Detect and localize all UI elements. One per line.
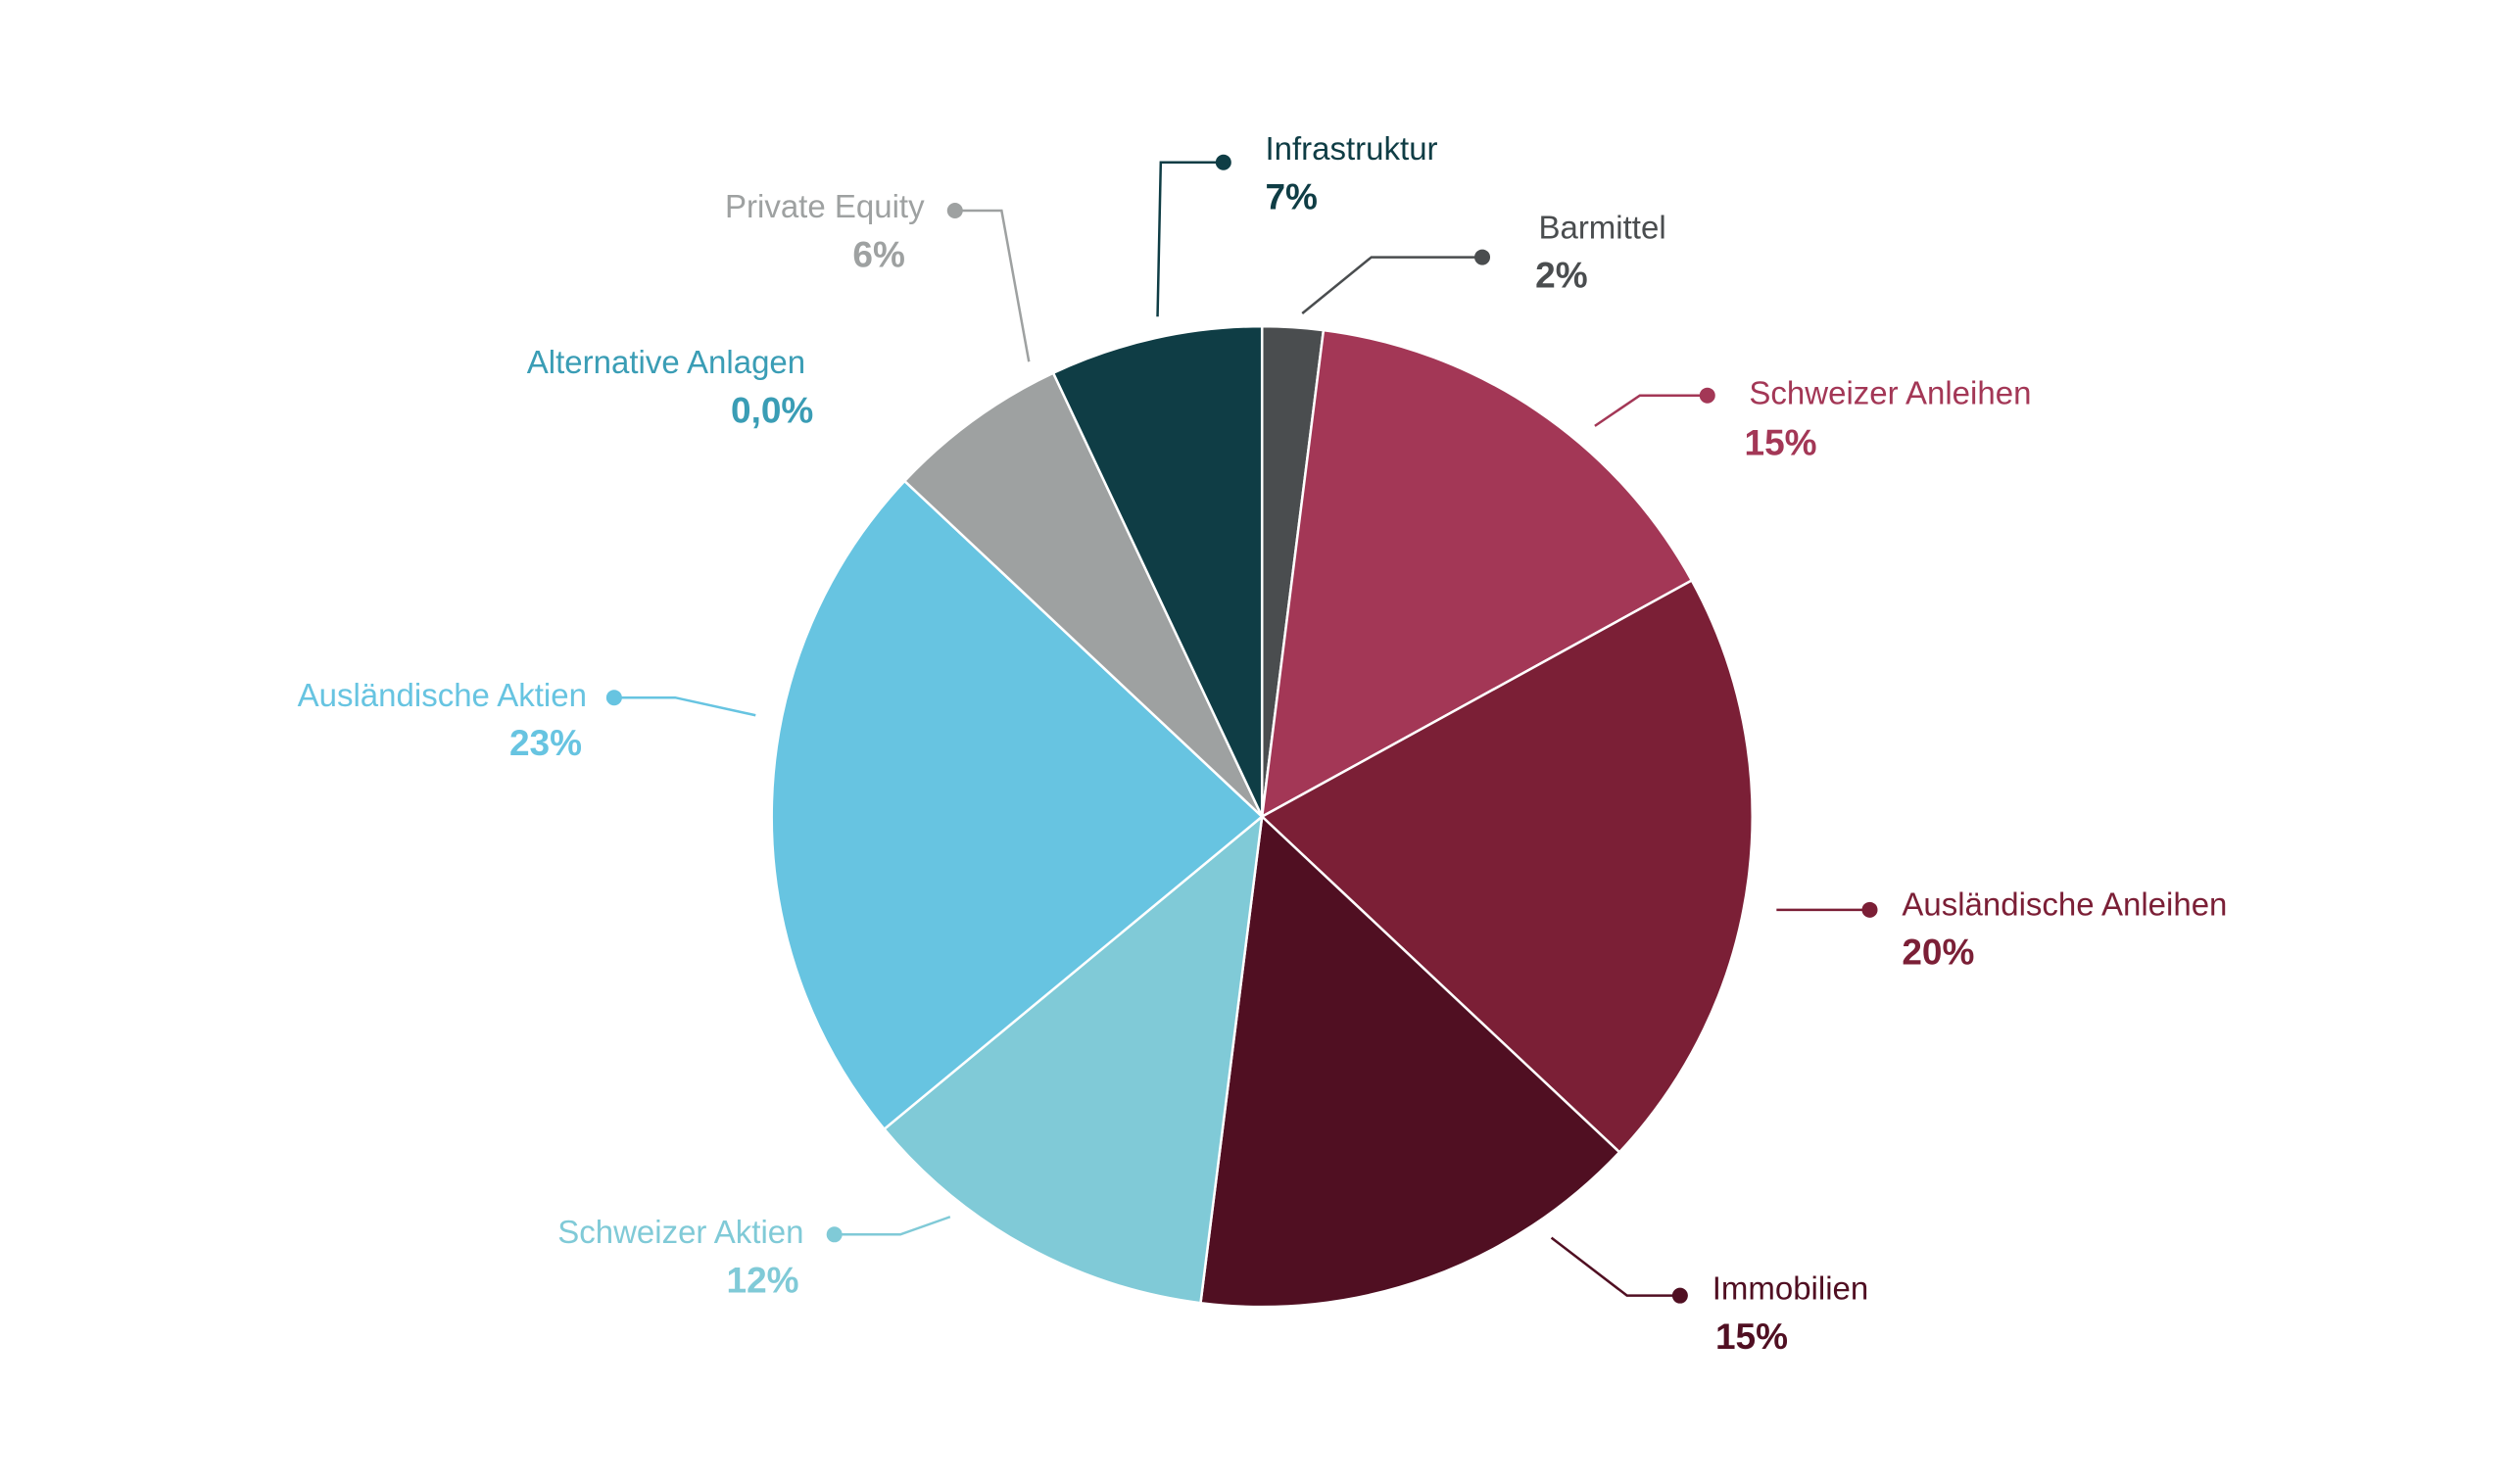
leader-dot [1215, 154, 1231, 170]
slice-value: 12% [727, 1260, 799, 1300]
slice-label: Private Equity [725, 188, 925, 224]
leader-line [1594, 394, 1708, 427]
slice-label: Ausländische Anleihen [1902, 886, 2227, 922]
leader-dot [1474, 249, 1491, 265]
pie-slice [1199, 814, 1621, 1309]
leader-dot [1699, 387, 1715, 404]
leader-line [613, 695, 756, 717]
slice-label: Alternative Anlagen [527, 344, 805, 380]
pie-slice [882, 813, 1264, 1305]
pie-slice [1260, 578, 1754, 1155]
slice-label: Immobilien [1712, 1269, 1869, 1306]
slice-value: 2% [1535, 256, 1587, 296]
slice-label: Infrastruktur [1265, 130, 1437, 167]
leader-dot [1861, 901, 1878, 918]
pie-slice [902, 371, 1264, 818]
slice-label: Schweizer Anleihen [1749, 374, 2031, 410]
pie-slice [1051, 324, 1264, 818]
slice-value: 20% [1902, 933, 1974, 973]
slice-value: 6% [852, 234, 904, 274]
leader-line [834, 1216, 951, 1236]
leader-dot [605, 690, 622, 706]
slice-value: 15% [1745, 422, 1817, 462]
leader-line [1550, 1236, 1680, 1297]
slice-value: 23% [509, 723, 582, 763]
leader-line [1301, 256, 1483, 314]
slice-value: 0,0% [731, 391, 813, 431]
slice-value: 7% [1265, 176, 1317, 216]
slice-label: Barmittel [1538, 209, 1665, 245]
pie-slice [770, 479, 1265, 1131]
leader-dot [826, 1226, 843, 1243]
leader-line [954, 209, 1031, 362]
slice-label: Schweizer Aktien [557, 1214, 803, 1250]
leader-dot [1671, 1287, 1688, 1304]
leader-line [1156, 161, 1224, 317]
slice-value: 15% [1715, 1316, 1788, 1357]
slice-label: Ausländische Aktien [298, 677, 587, 713]
leader-dot [946, 202, 963, 218]
pie-slice [1260, 328, 1694, 819]
